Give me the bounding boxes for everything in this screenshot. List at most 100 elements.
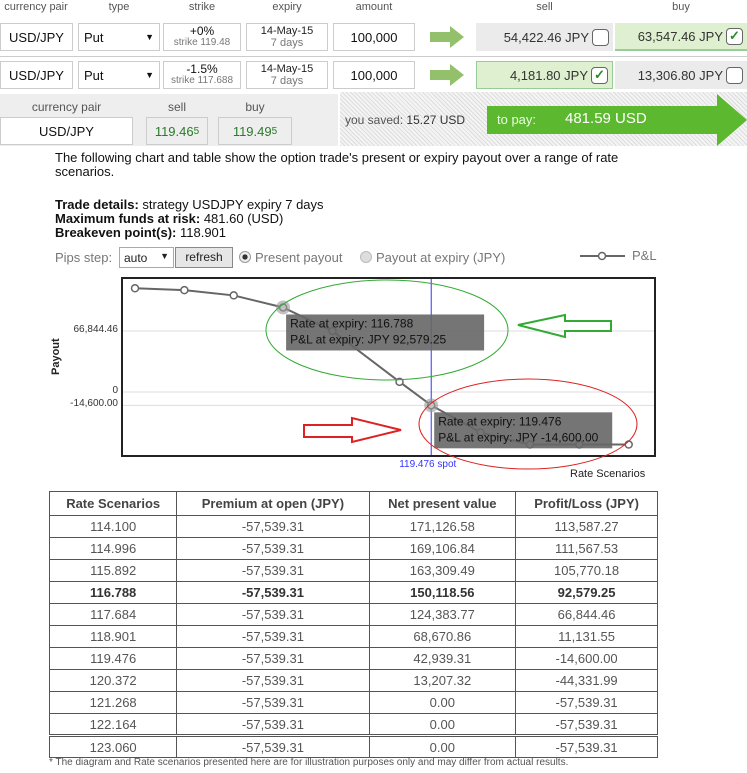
table-cell: 118.901 <box>48 625 178 648</box>
present-payout-radio[interactable] <box>239 251 251 263</box>
table-cell: 66,844.46 <box>515 603 658 626</box>
table-row: 116.788 -57,539.31 150,118.56 92,579.25 <box>48 581 658 604</box>
leg-type-select[interactable]: Put ▼ <box>78 61 160 89</box>
table-cell: 124,383.77 <box>368 603 517 626</box>
table-cell: 171,126.58 <box>368 515 517 538</box>
highlight-ellipse-red <box>418 378 638 470</box>
legend-label: P&L <box>632 248 657 263</box>
refresh-button[interactable]: refresh <box>175 247 233 268</box>
leg-buy-price[interactable]: 13,306.80 JPY <box>615 61 747 89</box>
pay-arrow-icon[interactable] <box>487 94 747 146</box>
leg-expiry[interactable]: 14-May-15 7 days <box>246 23 328 51</box>
table-cell: 0.00 <box>368 713 517 736</box>
col-type: type <box>108 1 130 13</box>
col-strike: strike <box>188 1 216 13</box>
table-cell: -44,331.99 <box>515 669 658 692</box>
leg-sell-price[interactable]: 4,181.80 JPY ✓ <box>476 61 613 89</box>
leg-buy-price[interactable]: 63,547.46 JPY ✓ <box>615 23 747 51</box>
table-cell: -57,539.31 <box>176 647 370 670</box>
checked-checkbox[interactable]: ✓ <box>726 27 743 45</box>
data-point <box>180 285 189 295</box>
table-cell: 163,309.49 <box>368 559 517 582</box>
sell-value: 4,181.80 JPY <box>509 67 588 83</box>
leg-type-value: Put <box>84 29 104 45</box>
expiry-days: 7 days <box>270 75 304 87</box>
col-buy: buy <box>672 1 690 13</box>
checked-checkbox[interactable]: ✓ <box>591 66 608 84</box>
table-header: Rate Scenarios <box>48 491 178 516</box>
expiry-date: 14-May-15 <box>260 25 314 37</box>
leg-pair: USD/JPY <box>0 23 73 51</box>
table-cell: 68,670.86 <box>368 625 517 648</box>
rate-scenarios-table: Rate Scenarios Premium at open (JPY) Net p… <box>48 491 658 758</box>
table-cell: 120.372 <box>48 669 178 692</box>
col-currency-pair: currency pair <box>4 1 68 13</box>
table-cell: 169,106.84 <box>368 537 517 560</box>
table-row: 120.372 -57,539.31 13,207.32 -44,331.99 <box>48 669 658 692</box>
table-cell: -57,539.31 <box>176 734 370 758</box>
leg-expiry[interactable]: 14-May-15 7 days <box>246 61 328 89</box>
table-row: 115.892 -57,539.31 163,309.49 105,770.18 <box>48 559 658 582</box>
table-cell: -57,539.31 <box>176 713 370 736</box>
table-row: 117.684 -57,539.31 124,383.77 66,844.46 <box>48 603 658 626</box>
table-cell: 11,131.55 <box>515 625 658 648</box>
table-row: 118.901 -57,539.31 68,670.86 11,131.55 <box>48 625 658 648</box>
table-cell: 123.060 <box>48 734 178 758</box>
table-cell: 119.476 <box>48 647 178 670</box>
table-cell: -57,539.31 <box>176 515 370 538</box>
tooltip-box <box>286 314 485 351</box>
table-header: Net present value <box>368 491 517 516</box>
leg-strike[interactable]: -1.5% strike 117.688 <box>163 61 241 89</box>
strike-pct: -1.5% <box>186 62 218 76</box>
expiry-date: 14-May-15 <box>260 63 314 75</box>
table-cell: -57,539.31 <box>176 691 370 714</box>
table-cell: 0.00 <box>368 691 517 714</box>
hover-marker <box>276 300 291 315</box>
table-cell: 114.996 <box>48 537 178 560</box>
tooltip-line: Rate at expiry: 116.788 <box>290 316 414 330</box>
divider <box>0 56 747 57</box>
quote-buy[interactable]: 119.49 5 <box>218 117 292 145</box>
table-cell: -57,539.31 <box>176 559 370 582</box>
pips-select[interactable]: auto ▼ <box>119 247 174 268</box>
table-row: 114.100 -57,539.31 171,126.58 113,587.27 <box>48 515 658 538</box>
table-cell: 150,118.56 <box>368 581 517 604</box>
chevron-down-icon: ▼ <box>160 251 169 261</box>
table-cell: 121.268 <box>48 691 178 714</box>
leg-amount-input[interactable]: 100,000 <box>333 23 415 51</box>
y-axis-label: Payout <box>50 338 62 375</box>
data-point <box>624 440 633 449</box>
data-point <box>130 284 140 293</box>
hover-marker <box>424 398 439 413</box>
quote-pair-label: currency pair <box>31 100 102 114</box>
pay-amount: 481.59 USD <box>565 110 647 127</box>
table-header: Premium at open (JPY) <box>176 491 370 516</box>
leg-type-value: Put <box>84 67 104 83</box>
table-cell: 13,207.32 <box>368 669 517 692</box>
table-cell: -57,539.31 <box>515 713 658 736</box>
leg-strike[interactable]: +0% strike 119.48 <box>163 23 241 51</box>
table-cell: -57,539.31 <box>515 691 658 714</box>
table-row: 123.060 -57,539.31 0.00 -57,539.31 <box>48 734 658 758</box>
y-tick-label: -14,600.00 <box>70 398 118 410</box>
tooltip-line: Rate at expiry: 119.476 <box>438 414 562 428</box>
leg-sell-price[interactable]: 54,422.46 JPY <box>476 23 613 51</box>
data-point <box>229 291 238 300</box>
spot-label: 119.476 spot <box>399 459 457 470</box>
col-amount: amount <box>355 1 393 13</box>
table-row: 114.996 -57,539.31 169,106.84 111,567.53 <box>48 537 658 560</box>
table-cell: 42,939.31 <box>368 647 517 670</box>
strike-value: strike 117.688 <box>170 75 234 86</box>
quote-sell-pip: 5 <box>193 125 200 137</box>
green-arrow-icon <box>517 313 612 339</box>
sell-value: 54,422.46 JPY <box>503 29 589 45</box>
quote-sell-value: 119.46 <box>154 123 194 139</box>
table-row: 119.476 -57,539.31 42,939.31 -14,600.00 <box>48 647 658 670</box>
unchecked-checkbox[interactable] <box>726 66 743 84</box>
table-cell: -57,539.31 <box>176 625 370 648</box>
unchecked-checkbox[interactable] <box>592 28 609 46</box>
leg-type-select[interactable]: Put ▼ <box>78 23 160 51</box>
expiry-payout-radio[interactable] <box>360 251 372 263</box>
leg-amount-input[interactable]: 100,000 <box>333 61 415 89</box>
quote-sell[interactable]: 119.46 5 <box>146 117 208 145</box>
